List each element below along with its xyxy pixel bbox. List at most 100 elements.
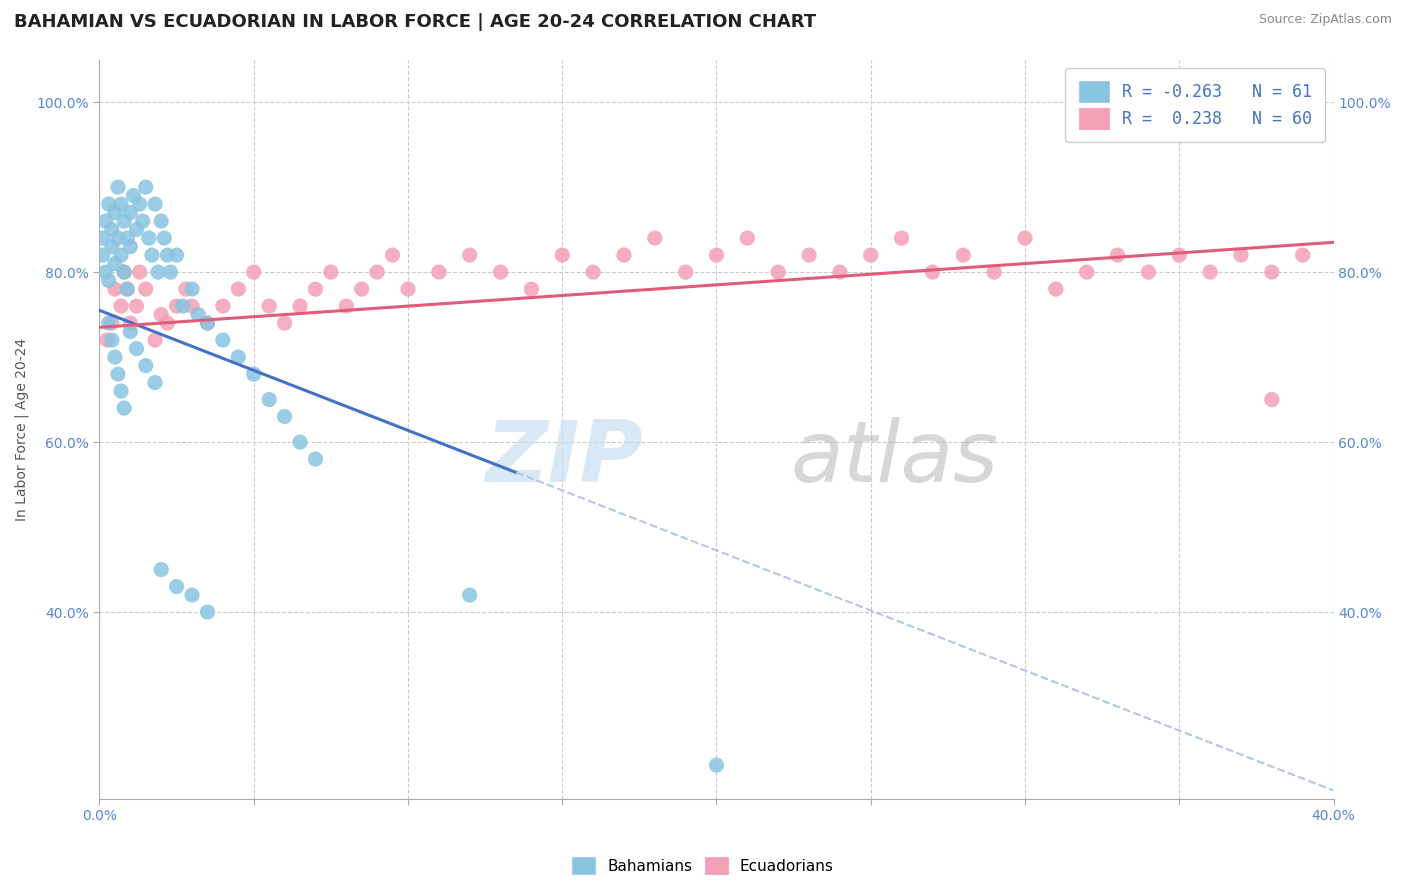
Point: [766, 265, 789, 279]
Point: [125, 222, 148, 236]
Point: [120, 316, 142, 330]
Point: [112, 265, 135, 279]
Point: [890, 231, 912, 245]
Point: [107, 367, 129, 381]
Point: [737, 231, 759, 245]
Point: [117, 231, 139, 245]
Point: [983, 265, 1005, 279]
Point: [1261, 265, 1284, 279]
Point: [197, 316, 219, 330]
Point: [675, 265, 697, 279]
Point: [146, 265, 169, 279]
Point: [212, 333, 235, 347]
Point: [117, 282, 139, 296]
Point: [150, 308, 173, 322]
Point: [125, 299, 148, 313]
Point: [613, 248, 636, 262]
Point: [153, 231, 176, 245]
Point: [335, 299, 357, 313]
Point: [187, 308, 209, 322]
Point: [94, 265, 117, 279]
Point: [97, 316, 120, 330]
Point: [489, 265, 512, 279]
Point: [150, 214, 173, 228]
Point: [797, 248, 820, 262]
Point: [288, 435, 311, 450]
Point: [520, 282, 543, 296]
Point: [1292, 248, 1315, 262]
Point: [1076, 265, 1098, 279]
Text: atlas: atlas: [790, 417, 998, 500]
Point: [551, 248, 574, 262]
Point: [150, 563, 173, 577]
Point: [135, 359, 157, 373]
Point: [181, 588, 204, 602]
Point: [112, 214, 135, 228]
Point: [952, 248, 974, 262]
Point: [458, 248, 481, 262]
Point: [166, 580, 188, 594]
Point: [156, 316, 179, 330]
Point: [859, 248, 882, 262]
Point: [304, 282, 326, 296]
Point: [166, 248, 188, 262]
Point: [304, 452, 326, 467]
Point: [288, 299, 311, 313]
Point: [91, 231, 114, 245]
Point: [120, 205, 142, 219]
Point: [1014, 231, 1036, 245]
Point: [128, 197, 150, 211]
Point: [128, 265, 150, 279]
Point: [1045, 282, 1067, 296]
Point: [101, 333, 124, 347]
Point: [104, 205, 127, 219]
Point: [110, 248, 132, 262]
Point: [166, 299, 188, 313]
Point: [120, 239, 142, 253]
Point: [921, 265, 943, 279]
Point: [212, 299, 235, 313]
Text: BAHAMIAN VS ECUADORIAN IN LABOR FORCE | AGE 20-24 CORRELATION CHART: BAHAMIAN VS ECUADORIAN IN LABOR FORCE | …: [14, 13, 817, 31]
Point: [706, 248, 728, 262]
Point: [101, 239, 124, 253]
Point: [120, 325, 142, 339]
Point: [135, 180, 157, 194]
Point: [242, 265, 264, 279]
Point: [104, 282, 127, 296]
Point: [97, 197, 120, 211]
Legend: R = -0.263   N = 61, R =  0.238   N = 60: R = -0.263 N = 61, R = 0.238 N = 60: [1066, 68, 1326, 142]
Point: [110, 197, 132, 211]
Point: [828, 265, 851, 279]
Point: [112, 265, 135, 279]
Point: [242, 367, 264, 381]
Point: [458, 588, 481, 602]
Point: [110, 384, 132, 398]
Point: [96, 333, 118, 347]
Point: [1261, 392, 1284, 407]
Point: [101, 316, 124, 330]
Point: [226, 350, 249, 364]
Point: [131, 214, 153, 228]
Point: [197, 605, 219, 619]
Point: [107, 231, 129, 245]
Point: [257, 392, 280, 407]
Point: [273, 316, 295, 330]
Point: [143, 197, 166, 211]
Point: [141, 248, 163, 262]
Point: [122, 188, 145, 202]
Point: [319, 265, 342, 279]
Point: [110, 299, 132, 313]
Point: [181, 282, 204, 296]
Point: [125, 342, 148, 356]
Point: [226, 282, 249, 296]
Point: [143, 376, 166, 390]
Point: [197, 316, 219, 330]
Point: [156, 248, 179, 262]
Point: [104, 350, 127, 364]
Point: [1230, 248, 1253, 262]
Point: [143, 333, 166, 347]
Point: [172, 299, 194, 313]
Text: ZIP: ZIP: [485, 417, 643, 500]
Point: [181, 299, 204, 313]
Point: [1137, 265, 1160, 279]
